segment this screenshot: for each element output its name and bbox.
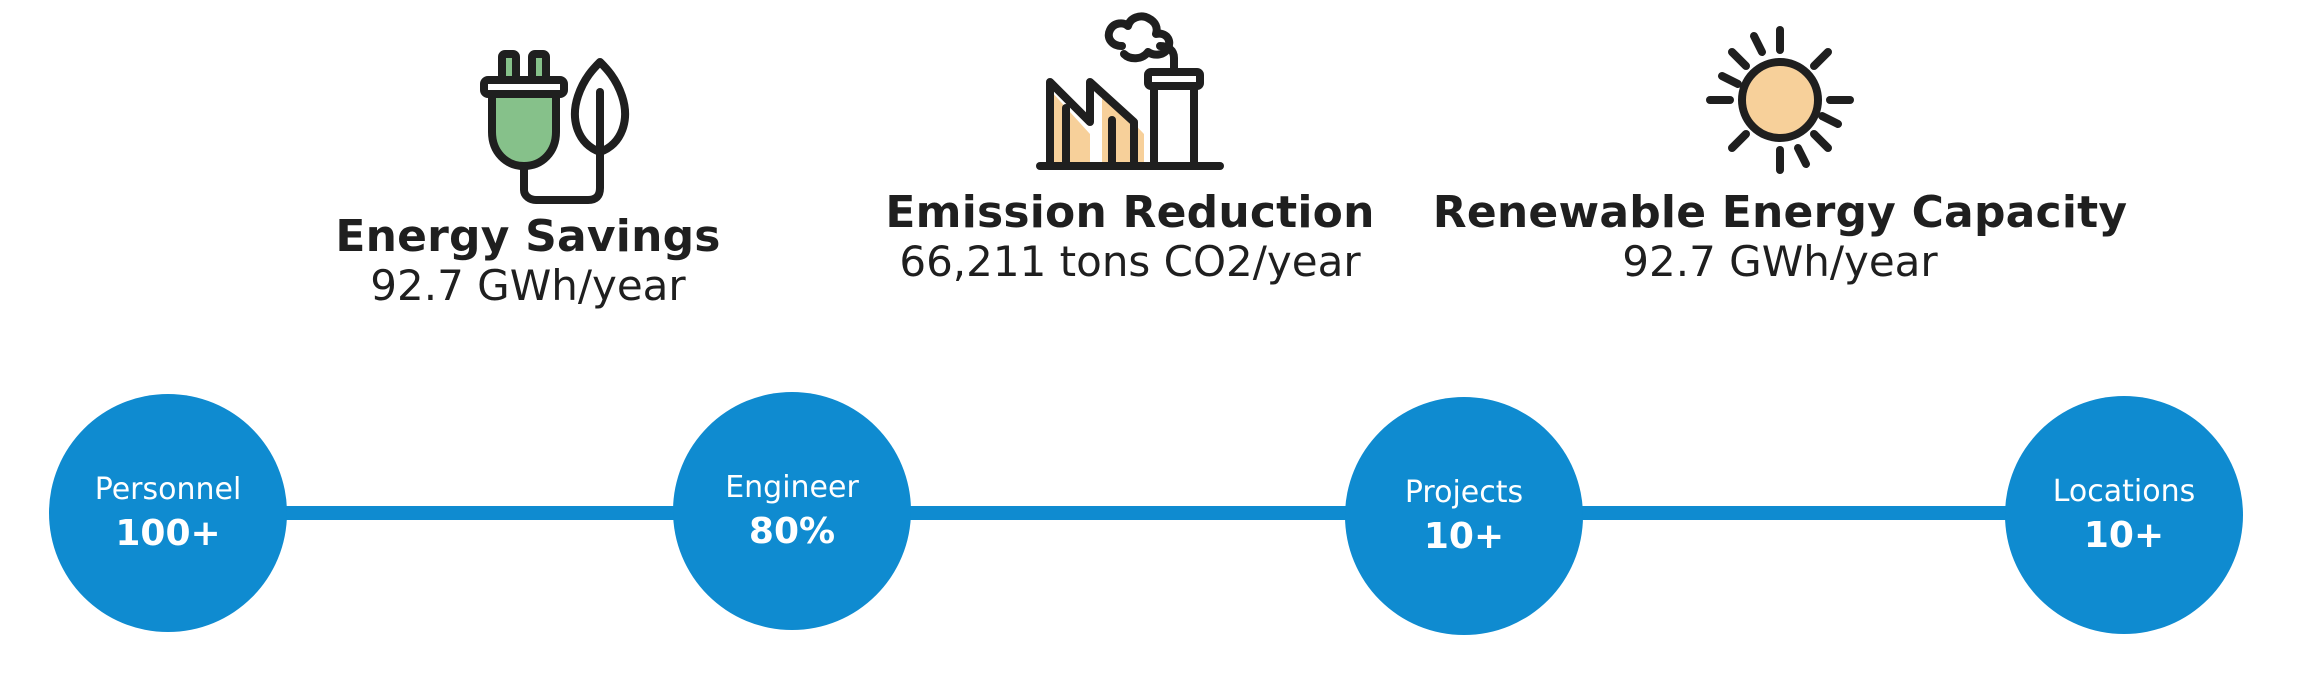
timeline-node-personnel: Personnel 100+ [49, 394, 287, 632]
timeline-node-value: 80% [748, 510, 836, 552]
stat-emission-reduction: Emission Reduction 66,211 tons CO2/year [885, 10, 1374, 287]
stat-energy-savings: Energy Savings 92.7 GWh/year [335, 34, 721, 311]
timeline-node-locations: Locations 10+ [2005, 396, 2243, 634]
timeline-track [150, 506, 2150, 520]
stat-value: 66,211 tons CO2/year [899, 237, 1361, 287]
stat-title: Energy Savings [335, 211, 721, 262]
timeline-node-value: 10+ [2083, 514, 2165, 556]
stat-title: Renewable Energy Capacity [1432, 187, 2128, 238]
timeline-node-value: 100+ [115, 512, 221, 554]
stat-value: 92.7 GWh/year [1622, 237, 1938, 287]
timeline-node-label: Engineer [725, 470, 859, 506]
plug-leaf-icon [480, 50, 629, 204]
timeline-node-label: Personnel [94, 472, 242, 508]
timeline-node-label: Locations [2052, 474, 2196, 510]
sun-icon [1706, 26, 1854, 174]
timeline-node-projects: Projects 10+ [1345, 397, 1583, 635]
factory-icon [1036, 12, 1224, 170]
stat-value: 92.7 GWh/year [370, 261, 686, 311]
timeline-node-label: Projects [1404, 475, 1524, 511]
timeline-node-value: 10+ [1423, 515, 1505, 557]
stat-renewable-energy-capacity: Renewable Energy Capacity 92.7 GWh/year [1433, 10, 2127, 287]
stat-title: Emission Reduction [885, 187, 1375, 238]
timeline-node-engineer: Engineer 80% [673, 392, 911, 630]
